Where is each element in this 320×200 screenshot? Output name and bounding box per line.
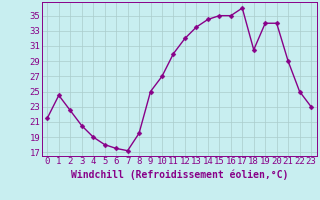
X-axis label: Windchill (Refroidissement éolien,°C): Windchill (Refroidissement éolien,°C) [70,169,288,180]
